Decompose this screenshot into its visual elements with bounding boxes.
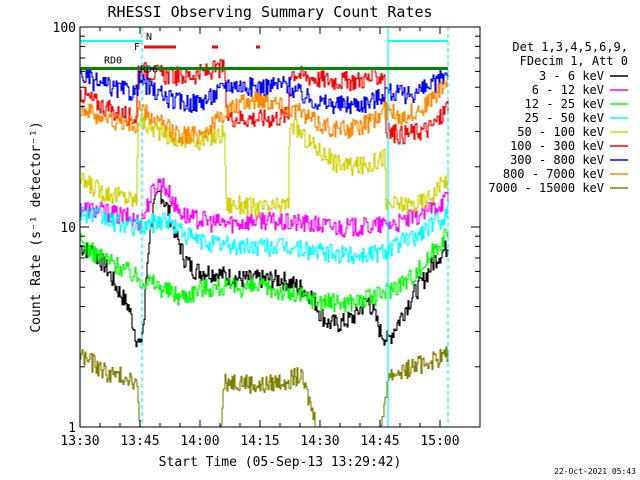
legend-label-7000-15000-kev: 7000 - 15000 keV <box>488 181 604 195</box>
chart-title: RHESSI Observing Summary Count Rates <box>107 3 432 21</box>
y-axis-label: Count Rate (s⁻¹ detector⁻¹) <box>29 121 44 332</box>
legend-label-100-300-kev: 100 - 300 keV <box>510 139 604 153</box>
x-axis-label: Start Time (05-Sep-13 13:29:42) <box>159 455 402 470</box>
series-layer <box>80 59 449 428</box>
render-timestamp: 22-Oct-2021 05:43 <box>554 467 636 476</box>
y-tick-label: 10 <box>60 221 76 236</box>
x-tick-label: 14:15 <box>240 434 279 449</box>
rd6-label: RD6 <box>140 65 158 76</box>
legend-label-300-800-kev: 300 - 800 keV <box>510 153 604 167</box>
rd0-label: RD0 <box>104 56 122 67</box>
legend-header-line-1: Det 1,3,4,5,6,9, <box>512 40 628 54</box>
legend-label-6-12-kev: 6 - 12 keV <box>532 83 604 97</box>
axis-layer: 13:30 13:45 14:00 14:15 14:30 14:45 15:00 1 10 10… <box>53 21 480 449</box>
legend-label-800-7000-kev: 800 - 7000 keV <box>503 167 604 181</box>
series-line-100-300-kev <box>80 59 449 145</box>
x-tick-label: 13:45 <box>120 434 159 449</box>
series-line-800-7000-kev <box>80 76 449 145</box>
series-line-25-50-kev <box>80 206 449 264</box>
legend: Det 1,3,4,5,6,9, FDecim 1, Att 0 3 - 6 k… <box>488 40 628 195</box>
legend-label-25-50-kev: 25 - 50 keV <box>525 111 604 125</box>
legend-label-12-25-kev: 12 - 25 keV <box>525 97 604 111</box>
y-tick-label: 1 <box>68 421 76 436</box>
night-flag-label: N <box>146 32 152 43</box>
series-line-7000-15000-kev <box>80 346 449 428</box>
x-tick-label: 14:45 <box>360 434 399 449</box>
legend-header-line-2: FDecim 1, Att 0 <box>520 54 628 68</box>
legend-label-3-6-kev: 3 - 6 keV <box>539 69 604 83</box>
x-tick-label: 14:00 <box>180 434 219 449</box>
x-tick-label: 14:30 <box>300 434 339 449</box>
x-tick-label: 13:30 <box>60 434 99 449</box>
y-tick-label: 100 <box>53 21 76 36</box>
x-tick-label: 15:00 <box>420 434 459 449</box>
legend-label-50-100-kev: 50 - 100 keV <box>517 125 604 139</box>
flare-flag-label: F <box>134 42 140 53</box>
